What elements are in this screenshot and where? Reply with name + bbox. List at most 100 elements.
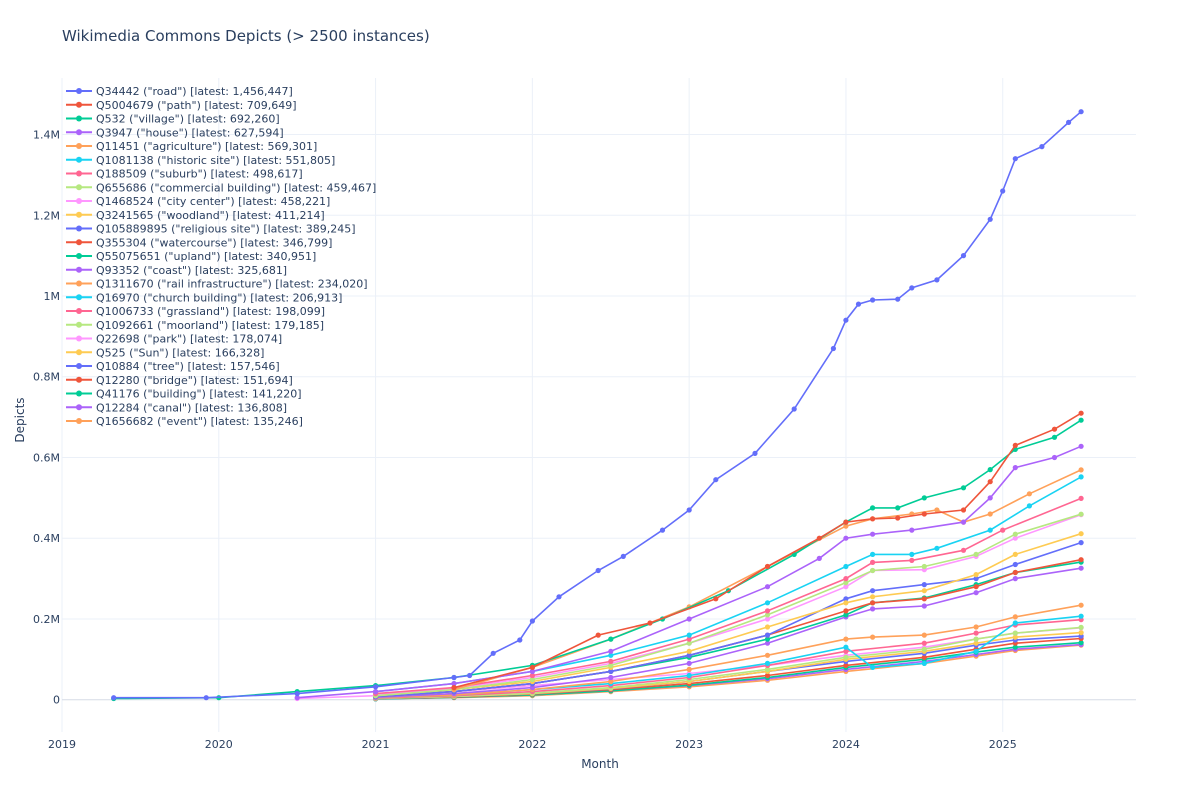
legend-item[interactable]: Q34442 ("road") [latest: 1,456,447] — [66, 85, 293, 98]
data-point — [870, 606, 876, 612]
data-point — [973, 551, 979, 558]
data-point — [791, 406, 797, 412]
data-point — [909, 551, 915, 558]
legend-item[interactable]: Q3947 ("house") [latest: 627,594] — [66, 126, 284, 139]
data-point — [973, 624, 979, 630]
data-point — [764, 636, 771, 642]
legend-item[interactable]: Q10884 ("tree") [latest: 157,546] — [66, 360, 280, 373]
data-point — [909, 557, 915, 564]
data-point — [490, 650, 496, 656]
data-point — [921, 596, 927, 602]
legend-label: Q3241565 ("woodland") [latest: 411,214] — [96, 209, 325, 222]
data-point — [960, 485, 967, 491]
data-point — [529, 685, 536, 691]
data-point — [686, 640, 692, 646]
data-point — [608, 668, 614, 675]
series-13 — [373, 565, 1084, 700]
data-point — [1078, 613, 1084, 619]
legend-swatch-marker — [76, 211, 82, 218]
legend-item[interactable]: Q188509 ("suburb") [latest: 498,617] — [66, 168, 303, 181]
series-line — [453, 412, 1082, 689]
legend-item[interactable]: Q12284 ("canal") [latest: 136,808] — [66, 401, 287, 414]
legend-swatch-marker — [76, 418, 82, 424]
legend-swatch-marker — [76, 280, 82, 287]
data-point — [870, 600, 876, 606]
data-point — [764, 612, 771, 618]
legend-item[interactable]: Q22698 ("park") [latest: 178,074] — [66, 333, 282, 346]
data-point — [608, 636, 614, 642]
data-point — [843, 576, 849, 582]
legend-item[interactable]: Q5004679 ("path") [latest: 709,649] — [66, 99, 297, 112]
legend-item[interactable]: Q532 ("village") [latest: 692,260] — [66, 113, 280, 126]
data-point — [870, 297, 876, 303]
data-point — [816, 555, 822, 562]
legend-label: Q22698 ("park") [latest: 178,074] — [96, 333, 282, 346]
data-point — [1012, 535, 1018, 541]
data-point — [921, 511, 927, 517]
data-point — [843, 563, 849, 570]
legend-item[interactable]: Q16970 ("church building") [latest: 206,… — [66, 291, 342, 304]
legend-item[interactable]: Q41176 ("building") [latest: 141,220] — [66, 388, 302, 401]
data-point — [608, 678, 614, 685]
legend-label: Q1081138 ("historic site") [latest: 551,… — [96, 154, 335, 167]
data-point — [608, 662, 614, 669]
series-line — [375, 513, 1082, 696]
legend-swatch-marker — [76, 115, 82, 122]
legend-swatch-marker — [76, 101, 82, 108]
x-axis-title: Month — [581, 757, 619, 771]
data-point — [870, 551, 876, 558]
data-point — [595, 632, 601, 638]
data-point — [843, 584, 849, 590]
legend-item[interactable]: Q1656682 ("event") [latest: 135,246] — [66, 415, 303, 428]
data-point — [608, 648, 614, 654]
data-point — [973, 636, 979, 642]
data-point — [1078, 474, 1084, 480]
legend-swatch-marker — [76, 404, 82, 411]
data-point — [529, 668, 536, 675]
x-tick-label: 2021 — [362, 738, 390, 751]
legend-item[interactable]: Q11451 ("agriculture") [latest: 569,301] — [66, 140, 317, 153]
legend-item[interactable]: Q355304 ("watercourse") [latest: 346,799… — [66, 236, 332, 249]
legend-item[interactable]: Q1081138 ("historic site") [latest: 551,… — [66, 154, 335, 167]
data-point — [659, 527, 666, 533]
data-point — [373, 684, 379, 690]
data-point — [855, 301, 862, 307]
plot-area — [111, 109, 1084, 702]
legend-item[interactable]: Q12280 ("bridge") [latest: 151,694] — [66, 374, 293, 387]
data-point — [686, 660, 692, 667]
legend-label: Q1006733 ("grassland") [latest: 198,099] — [96, 305, 325, 318]
legend-item[interactable]: Q93352 ("coast") [latest: 325,681] — [66, 264, 287, 277]
data-point — [973, 590, 979, 596]
legend-swatch-marker — [76, 129, 82, 136]
data-point — [373, 689, 379, 695]
data-point — [870, 559, 876, 566]
legend-item[interactable]: Q55075651 ("upland") [latest: 340,951] — [66, 250, 316, 263]
data-point — [1026, 491, 1032, 497]
data-point — [294, 695, 300, 701]
data-point — [467, 672, 473, 679]
data-point — [1078, 640, 1084, 646]
legend-item[interactable]: Q105889895 ("religious site") [latest: 3… — [66, 223, 356, 236]
data-point — [1012, 630, 1018, 636]
legend-item[interactable]: Q1468524 ("city center") [latest: 458,22… — [66, 195, 330, 208]
legend-item[interactable]: Q3241565 ("woodland") [latest: 411,214] — [66, 209, 325, 222]
data-point — [556, 594, 562, 600]
data-point — [843, 636, 849, 642]
data-point — [960, 519, 967, 525]
data-point — [1026, 503, 1032, 509]
data-point — [686, 672, 692, 679]
legend-label: Q1468524 ("city center") [latest: 458,22… — [96, 195, 330, 208]
data-point — [934, 277, 940, 283]
legend-item[interactable]: Q1311670 ("rail infrastructure") [latest… — [66, 278, 368, 291]
data-point — [764, 563, 771, 570]
legend-item[interactable]: Q1006733 ("grassland") [latest: 198,099] — [66, 305, 325, 318]
data-point — [764, 608, 771, 614]
legend-item[interactable]: Q655686 ("commercial building") [latest:… — [66, 181, 376, 194]
legend-item[interactable]: Q525 ("Sun") [latest: 166,328] — [66, 346, 264, 359]
data-point — [529, 618, 536, 624]
data-point — [529, 672, 536, 679]
data-point — [1078, 531, 1084, 537]
legend-item[interactable]: Q1092661 ("moorland") [latest: 179,185] — [66, 319, 324, 332]
legend-swatch-marker — [76, 143, 82, 149]
y-tick-label: 0.6M — [33, 451, 60, 464]
